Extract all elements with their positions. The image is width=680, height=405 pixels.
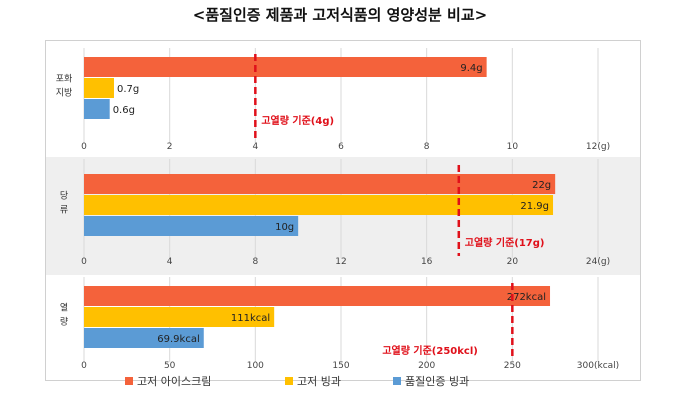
legend-swatch-bingwa bbox=[285, 377, 293, 385]
tick-label: 12 bbox=[335, 257, 346, 267]
chart-title: <품질인증 제품과 고저식품의 영양성분 비교> bbox=[192, 6, 488, 24]
legend-label-ice-cream: 고저 아이스크림 bbox=[137, 375, 211, 388]
tick-label: 0 bbox=[81, 142, 87, 152]
bar-certified-bingwa-3 bbox=[84, 328, 204, 348]
legend-swatch-ice-cream bbox=[125, 377, 133, 385]
tick-label: 8 bbox=[252, 257, 258, 267]
bar-certified-bingwa-1 bbox=[84, 99, 110, 119]
data-label: 22g bbox=[532, 180, 551, 191]
data-label: 272kcal bbox=[507, 292, 546, 303]
tick-label-unit: 12(g) bbox=[586, 142, 610, 152]
row-label: 포화 bbox=[56, 74, 73, 85]
data-label: 0.6g bbox=[113, 105, 135, 116]
tick-label: 200 bbox=[418, 361, 435, 371]
data-label: 21.9g bbox=[520, 201, 549, 212]
bar-ice-cream-3 bbox=[84, 286, 551, 306]
data-label: 10g bbox=[275, 222, 294, 233]
row-label: 지방 bbox=[56, 88, 73, 99]
chart-frame bbox=[45, 40, 641, 381]
tick-label: 0 bbox=[81, 361, 87, 371]
tick-label: 100 bbox=[247, 361, 264, 371]
tick-label: 250 bbox=[504, 361, 521, 371]
tick-label-unit: 300(kcal) bbox=[577, 361, 619, 371]
tick-label: 8 bbox=[424, 142, 430, 152]
tick-label: 0 bbox=[81, 257, 87, 267]
row-label: 량 bbox=[60, 316, 68, 328]
threshold-label: 고열량 기준(17g) bbox=[465, 236, 545, 249]
tick-label: 150 bbox=[332, 361, 349, 371]
tick-label-unit: 24(g) bbox=[586, 257, 610, 267]
bar-ice-cream-1 bbox=[84, 57, 487, 77]
bar-bingwa-2 bbox=[84, 195, 554, 215]
tick-label: 16 bbox=[421, 257, 433, 267]
tick-label: 20 bbox=[507, 257, 519, 267]
tick-label: 4 bbox=[252, 142, 258, 152]
legend-label-certified-bingwa: 품질인증 빙과 bbox=[405, 375, 469, 388]
tick-label: 10 bbox=[507, 142, 519, 152]
tick-label: 50 bbox=[164, 361, 176, 371]
tick-label: 6 bbox=[338, 142, 344, 152]
data-label: 0.7g bbox=[117, 84, 139, 95]
threshold-label: 고열량 기준(250kcl) bbox=[382, 344, 478, 357]
row-label: 열 bbox=[60, 303, 68, 314]
tick-label: 2 bbox=[167, 142, 173, 152]
row-label: 류 bbox=[60, 205, 68, 216]
threshold-label: 고열량 기준(4g) bbox=[261, 114, 334, 127]
data-label: 9.4g bbox=[460, 63, 482, 74]
bar-bingwa-3 bbox=[84, 307, 275, 327]
legend-swatch-certified-bingwa bbox=[393, 377, 401, 385]
bar-certified-bingwa-2 bbox=[84, 216, 299, 236]
data-label: 69.9kcal bbox=[157, 334, 199, 345]
bar-ice-cream-2 bbox=[84, 174, 556, 194]
legend-label-bingwa: 고저 빙과 bbox=[297, 375, 341, 388]
row-label: 당 bbox=[60, 191, 68, 202]
tick-label: 4 bbox=[167, 257, 173, 267]
bar-bingwa-1 bbox=[84, 78, 114, 98]
data-label: 111kcal bbox=[231, 313, 270, 324]
